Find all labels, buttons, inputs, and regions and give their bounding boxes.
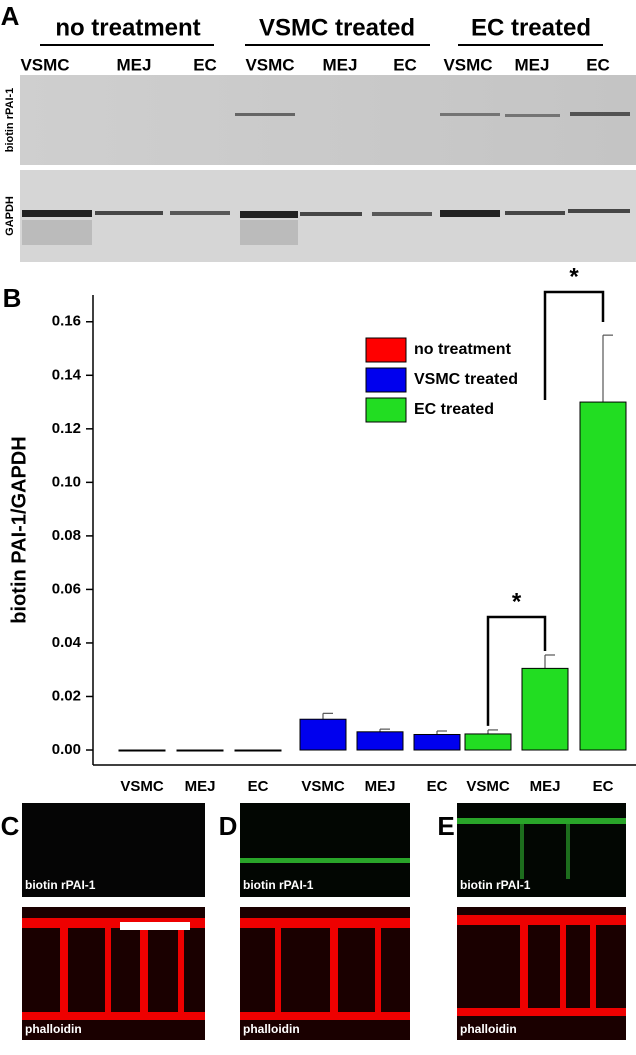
- y-tick-label: 0.10: [52, 473, 81, 490]
- x-tick-label: EC: [593, 778, 614, 795]
- lane-label: MEJ: [323, 55, 358, 74]
- x-tick-label: VSMC: [301, 778, 345, 795]
- bar: [464, 733, 512, 751]
- lane-label: VSMC: [20, 55, 69, 74]
- micrograph-label: phalloidin: [460, 1022, 517, 1036]
- legend-label: VSMC treated: [414, 371, 518, 388]
- panel-label: B: [3, 283, 22, 313]
- bar: [413, 733, 461, 751]
- lane-label: VSMC: [245, 55, 294, 74]
- legend-swatch: [365, 367, 407, 393]
- bar: [579, 401, 627, 751]
- lane-label: MEJ: [117, 55, 152, 74]
- y-tick-label: 0.02: [52, 687, 81, 704]
- significance-label: *: [512, 588, 522, 615]
- bar: [234, 749, 282, 752]
- x-tick-label: MEJ: [185, 778, 216, 795]
- micrograph-label: phalloidin: [243, 1022, 300, 1036]
- x-tick-label: MEJ: [530, 778, 561, 795]
- group-label: EC treated: [471, 14, 591, 41]
- micrograph-label: biotin rPAI-1: [243, 878, 314, 892]
- bar: [299, 718, 347, 751]
- lane-label: VSMC: [443, 55, 492, 74]
- legend-label: no treatment: [414, 341, 512, 358]
- x-tick-label: VSMC: [120, 778, 164, 795]
- blot-bands: [22, 112, 630, 245]
- y-tick-label: 0.06: [52, 580, 81, 597]
- y-tick-label: 0.12: [52, 420, 81, 437]
- micrograph-label: phalloidin: [25, 1022, 82, 1036]
- bar: [521, 667, 569, 751]
- lane-label: EC: [193, 55, 217, 74]
- row-label: biotin rPAI-1: [4, 88, 16, 153]
- legend-label: EC treated: [414, 401, 494, 418]
- bar: [118, 749, 166, 752]
- panel-label: C: [1, 811, 20, 841]
- legend-swatch: [365, 337, 407, 363]
- significance-bracket: [486, 615, 547, 726]
- lane-label: EC: [586, 55, 610, 74]
- x-tick-label: EC: [248, 778, 269, 795]
- y-tick-label: 0.08: [52, 527, 81, 544]
- lane-label: EC: [393, 55, 417, 74]
- y-tick-label: 0.04: [52, 634, 82, 651]
- group-label: no treatment: [55, 14, 200, 41]
- micrographs: [22, 803, 626, 1040]
- y-tick-label: 0.00: [52, 741, 81, 758]
- panel-label: E: [437, 811, 454, 841]
- row-label: GAPDH: [4, 196, 16, 236]
- panel-label: D: [219, 811, 238, 841]
- legend-swatch: [365, 397, 407, 423]
- blot-image: [20, 75, 636, 165]
- micrograph-label: biotin rPAI-1: [25, 878, 96, 892]
- y-axis-label: biotin PAI-1/GAPDH: [8, 436, 30, 623]
- group-label: VSMC treated: [259, 14, 415, 41]
- bar: [176, 749, 224, 752]
- panel-label: A: [1, 1, 20, 31]
- micrograph-label: biotin rPAI-1: [460, 878, 531, 892]
- significance-label: *: [569, 263, 579, 290]
- y-tick-label: 0.14: [52, 366, 82, 383]
- bar: [356, 731, 404, 751]
- y-tick-label: 0.16: [52, 313, 81, 330]
- x-tick-label: MEJ: [365, 778, 396, 795]
- significance-bracket: [543, 290, 605, 400]
- x-tick-label: VSMC: [466, 778, 510, 795]
- lane-label: MEJ: [515, 55, 550, 74]
- x-tick-label: EC: [427, 778, 448, 795]
